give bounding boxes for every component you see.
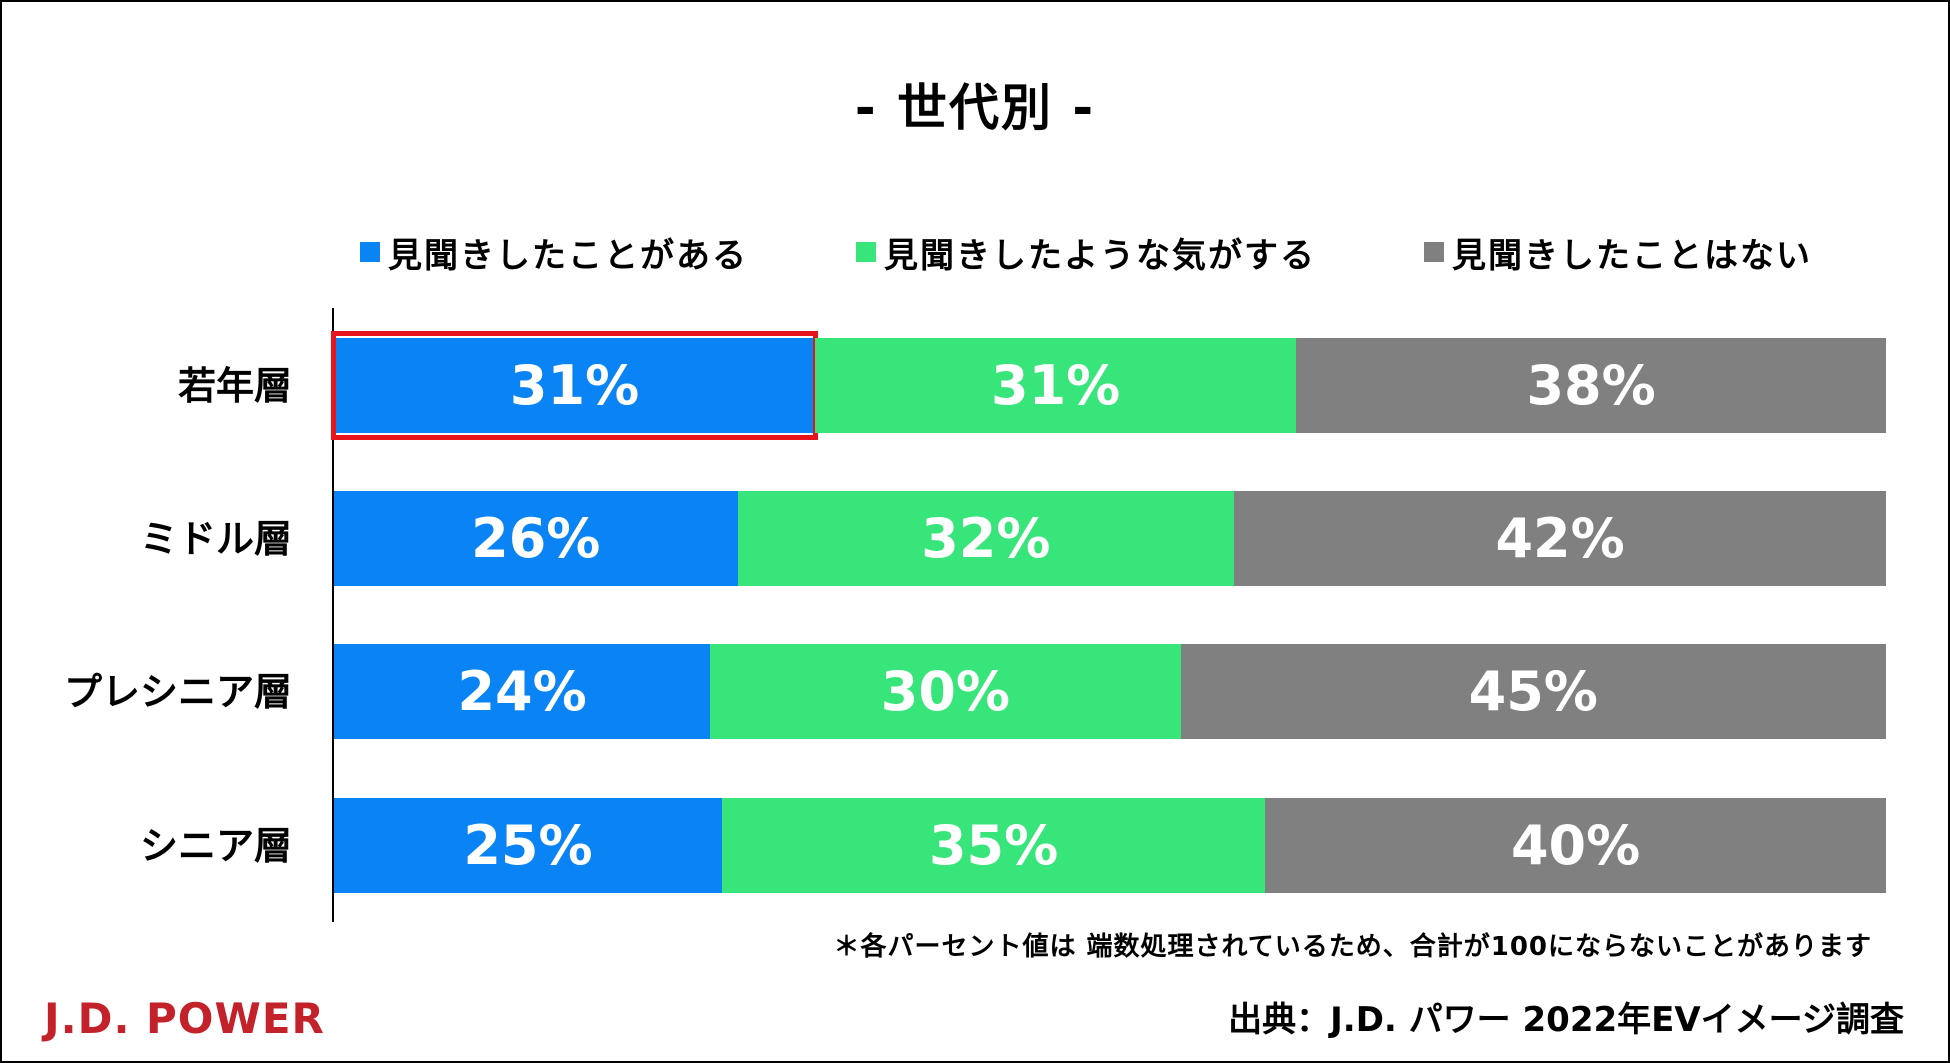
brand-logo: J.D. POWER xyxy=(44,994,325,1043)
legend-swatch-maybe xyxy=(856,242,876,262)
bar-segment-unaware: 38% xyxy=(1296,338,1886,433)
legend-item-aware: 見聞きしたことがある xyxy=(360,230,748,276)
bar-segment-aware: 25% xyxy=(334,798,722,893)
data-label: 31% xyxy=(991,354,1121,417)
chart-title: - 世代別 - xyxy=(854,79,1096,137)
category-label-middle: ミドル層 xyxy=(139,517,292,561)
category-label-young: 若年層 xyxy=(177,364,292,408)
legend-swatch-aware xyxy=(360,242,380,262)
data-label: 25% xyxy=(463,814,593,877)
category-label-presenior: プレシニア層 xyxy=(63,670,292,714)
bar-segment-unaware: 42% xyxy=(1234,491,1886,586)
data-label: 40% xyxy=(1510,814,1641,877)
footnote: ＊各パーセント値は 端数処理されているため、合計が100にならないことがあります xyxy=(833,932,1872,962)
highlight-box xyxy=(331,331,819,440)
data-label: 35% xyxy=(928,814,1059,877)
data-label: 24% xyxy=(457,660,587,723)
bar-segment-maybe: 31% xyxy=(815,338,1297,433)
data-label: 42% xyxy=(1495,507,1625,570)
bar-segment-unaware: 40% xyxy=(1265,798,1886,893)
data-label: 26% xyxy=(471,507,601,570)
bar-segment-maybe: 35% xyxy=(722,798,1266,893)
data-label: 30% xyxy=(880,660,1011,723)
bar-segment-aware: 26% xyxy=(334,491,738,586)
legend-label-aware: 見聞きしたことがある xyxy=(388,235,748,276)
bar-segment-aware: 24% xyxy=(334,644,711,739)
bar-segment-unaware: 45% xyxy=(1180,644,1886,739)
bar-segment-aware: 31% xyxy=(334,338,816,433)
bar-segment-maybe: 30% xyxy=(710,644,1181,739)
data-label: 32% xyxy=(921,507,1051,570)
legend-item-unaware: 見聞きしたことはない xyxy=(1424,230,1812,276)
legend-label-unaware: 見聞きしたことはない xyxy=(1452,235,1812,276)
category-label-senior: シニア層 xyxy=(139,824,292,868)
source-citation: 出典：J.D. パワー 2022年EVイメージ調査 xyxy=(1228,1000,1904,1040)
data-label: 38% xyxy=(1526,354,1656,417)
data-label: 45% xyxy=(1468,660,1598,723)
legend-label-maybe: 見聞きしたような気がする xyxy=(884,235,1316,276)
bar-segment-maybe: 32% xyxy=(737,491,1235,586)
data-label: 31% xyxy=(509,354,640,417)
legend-swatch-unaware xyxy=(1424,242,1444,262)
legend-item-maybe: 見聞きしたような気がする xyxy=(856,230,1316,276)
category-axis-line xyxy=(332,308,334,922)
